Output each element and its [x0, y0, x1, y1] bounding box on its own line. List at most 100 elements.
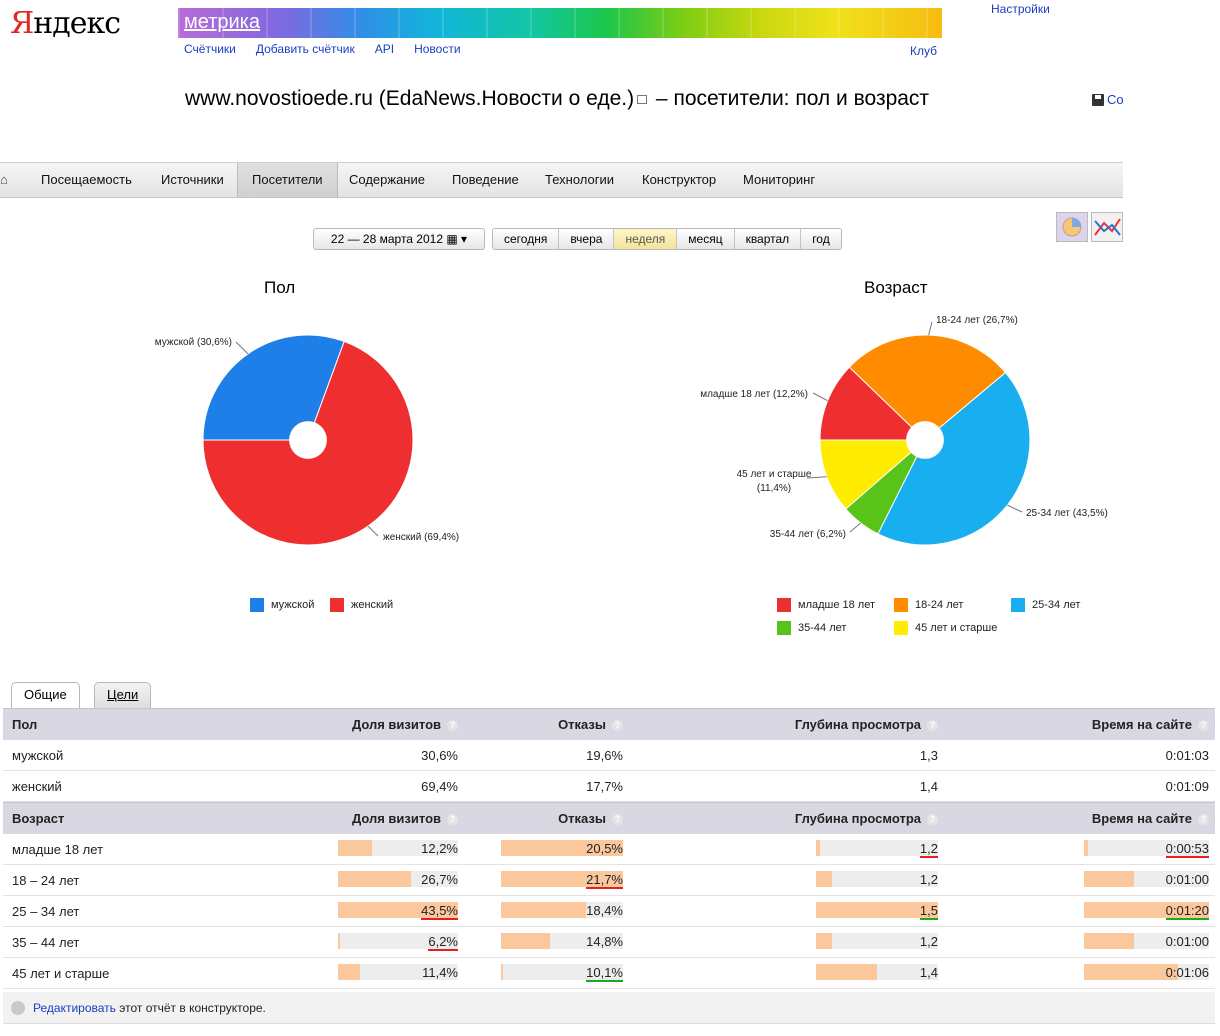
period-today[interactable]: сегодня — [493, 229, 559, 249]
pie-slice[interactable] — [848, 334, 1007, 441]
slice-label: 25-34 лет (43,5%) — [1026, 508, 1108, 519]
value-bar-fill — [338, 902, 459, 918]
help-icon[interactable]: ? — [1198, 814, 1209, 825]
pie-slice[interactable] — [819, 366, 927, 441]
table-header: Пол Доля визитов? Отказы? Глубина просмо… — [3, 708, 1215, 740]
nav-visitors[interactable]: Посетители — [237, 163, 338, 197]
age-table: Возраст Доля визитов? Отказы? Глубина пр… — [3, 802, 1215, 989]
value-bar — [338, 933, 459, 949]
dropdown-arrow-icon: ▾ — [461, 232, 468, 246]
tab-goals[interactable]: Цели — [94, 682, 152, 708]
slice-label: мужской (30,6%) — [155, 337, 232, 348]
value-bar — [1083, 840, 1209, 856]
value-bar — [338, 902, 459, 918]
legend-item[interactable]: мужской — [250, 598, 314, 612]
news-link[interactable]: Новости — [414, 42, 461, 56]
value-bar — [338, 840, 459, 856]
help-icon[interactable]: ? — [612, 720, 623, 731]
slice-leader-line — [812, 392, 828, 402]
legend-label: 18-24 лет — [915, 599, 964, 611]
metrika-link[interactable]: метрика — [184, 11, 260, 33]
value-bar-fill — [1083, 840, 1088, 856]
legend-item[interactable]: 35-44 лет — [777, 621, 846, 635]
period-year[interactable]: год — [800, 229, 841, 249]
calendar-icon: ▦ — [446, 232, 458, 246]
value-bar-fill — [815, 933, 832, 949]
nav-content[interactable]: Содержание — [349, 172, 425, 187]
period-quarter[interactable]: квартал — [733, 229, 801, 249]
nav-constructor[interactable]: Конструктор — [642, 172, 717, 187]
legend-item[interactable]: 45 лет и старше — [894, 621, 997, 635]
help-icon[interactable]: ? — [927, 814, 938, 825]
gender-pie-chart: мужской (30,6%) женский (69,4%) — [155, 334, 459, 546]
period-month[interactable]: месяц — [676, 229, 734, 249]
value-bar — [338, 964, 459, 980]
value-bar — [1083, 964, 1209, 980]
line-chart-icon — [1094, 218, 1121, 236]
legend-item[interactable]: 18-24 лет — [894, 598, 963, 612]
value-bar-fill — [501, 902, 587, 918]
nav-behavior[interactable]: Поведение — [452, 172, 519, 187]
value-bar-fill — [1083, 902, 1209, 918]
legend-item[interactable]: младше 18 лет — [777, 598, 875, 612]
value-bar-fill — [815, 902, 938, 918]
settings-link[interactable]: Настройки — [991, 2, 1050, 16]
help-icon[interactable]: ? — [447, 720, 458, 731]
legend-label: младше 18 лет — [798, 599, 876, 611]
slice-leader-line — [367, 525, 379, 537]
save-link[interactable]: Со — [1107, 92, 1124, 107]
nav-technologies[interactable]: Технологии — [545, 172, 615, 187]
pie-chart-view-button[interactable] — [1056, 212, 1088, 242]
value-bar — [815, 840, 938, 856]
main-nav: ⌂ Посещаемость Источники Посетители Соде… — [0, 162, 1123, 198]
period-week[interactable]: неделя — [613, 229, 677, 249]
help-icon[interactable]: ? — [1198, 720, 1209, 731]
nav-monitoring[interactable]: Мониторинг — [743, 172, 816, 187]
home-icon[interactable]: ⌂ — [0, 172, 8, 187]
value-bar-fill — [1083, 964, 1178, 980]
value-bar-fill — [501, 933, 551, 949]
tab-general[interactable]: Общие — [11, 682, 80, 708]
yandex-logo[interactable]: Яндекс — [10, 6, 121, 41]
footer-bar: Редактировать этот отчёт в конструкторе. — [3, 992, 1215, 1024]
value-bar-fill — [815, 964, 877, 980]
external-window-icon[interactable] — [637, 94, 648, 104]
legend-item[interactable]: 25-34 лет — [1011, 598, 1080, 612]
pie-hole — [906, 421, 944, 459]
table-row: младше 18 лет 12,2% 20,5% 1,2 0:00:53 — [3, 834, 1215, 865]
nav-attendance[interactable]: Посещаемость — [41, 172, 132, 187]
line-chart-view-button[interactable] — [1091, 212, 1123, 242]
value-bar-fill — [501, 964, 504, 980]
help-icon[interactable]: ? — [927, 720, 938, 731]
value-bar — [501, 871, 624, 887]
slice-leader-line — [928, 321, 933, 336]
club-link[interactable]: Клуб — [910, 44, 937, 58]
period-yesterday[interactable]: вчера — [558, 229, 614, 249]
page-title: www.novostioede.ru (EdaNews.Новости о ед… — [185, 87, 930, 110]
add-counter-link[interactable]: Добавить счётчик — [255, 42, 355, 56]
save-report[interactable]: Со — [1092, 92, 1124, 107]
pie-hole — [289, 421, 327, 459]
help-icon[interactable]: ? — [612, 814, 623, 825]
value-bar — [1083, 933, 1209, 949]
edit-report-link[interactable]: Редактировать — [33, 1000, 116, 1015]
pie-slice[interactable] — [877, 371, 1031, 546]
legend-swatch — [894, 598, 908, 612]
legend-item[interactable]: женский — [330, 598, 393, 612]
date-range-picker[interactable]: 22 — 28 марта 2012 ▦ ▾ — [313, 228, 485, 250]
gender-legend: мужской женский — [250, 598, 550, 618]
legend-swatch — [894, 621, 908, 635]
counters-link[interactable]: Счётчики — [184, 42, 236, 56]
top-nav: Счётчики Добавить счётчик API Новости — [184, 42, 461, 56]
gender-chart-title: Пол — [264, 278, 296, 297]
help-icon[interactable]: ? — [447, 814, 458, 825]
value-bar-fill — [1083, 871, 1134, 887]
value-bar-fill — [815, 840, 820, 856]
value-bar-fill — [1083, 933, 1134, 949]
api-link[interactable]: API — [374, 42, 395, 56]
slice-label: женский (69,4%) — [383, 532, 459, 543]
nav-sources[interactable]: Источники — [161, 172, 224, 187]
legend-label: 25-34 лет — [1032, 599, 1081, 611]
pie-chart-icon — [1062, 217, 1082, 237]
pie-slice[interactable] — [819, 439, 927, 510]
